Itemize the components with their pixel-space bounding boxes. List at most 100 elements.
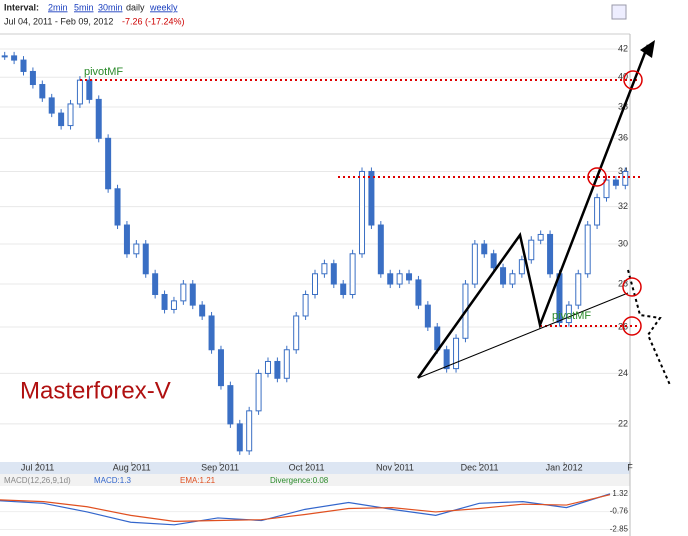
y-tick-label: 42 (618, 43, 628, 53)
interval-link[interactable]: 30min (98, 2, 123, 12)
candle (359, 170, 366, 255)
candle (95, 98, 102, 139)
candle (584, 224, 591, 275)
y-tick-label: -2.85 (610, 525, 629, 534)
candle (330, 263, 337, 285)
candle (114, 188, 121, 226)
candle (255, 372, 262, 412)
macd-line (0, 493, 611, 526)
annotation: pivotMF (552, 310, 591, 322)
candle (490, 253, 497, 269)
candle (293, 315, 300, 351)
candle (236, 423, 243, 452)
candle (368, 170, 375, 226)
candle (622, 170, 629, 186)
interval-link[interactable]: weekly (149, 2, 178, 12)
candle (406, 273, 413, 281)
candle (180, 283, 187, 302)
candle (105, 137, 112, 190)
candle (509, 273, 516, 285)
candle (518, 259, 525, 275)
candle (312, 273, 318, 295)
interval-link[interactable]: 5min (74, 2, 94, 12)
candle (575, 273, 582, 306)
arrowhead (640, 40, 655, 58)
expand-button[interactable] (611, 4, 627, 20)
candle (340, 283, 347, 295)
candle (152, 273, 159, 295)
marker-circle (622, 277, 642, 297)
marker-circle (622, 316, 642, 336)
x-tick-label: Sep 2011 (201, 462, 239, 472)
y-tick-label: 1.32 (612, 489, 628, 498)
trend-line (417, 292, 629, 379)
interval-link[interactable]: daily (126, 2, 145, 12)
candle (29, 70, 36, 86)
y-tick-label: 30 (618, 238, 628, 248)
candle (321, 263, 328, 275)
y-tick-label: 24 (618, 368, 628, 378)
date-range: Jul 04, 2011 - Feb 09, 2012 (4, 16, 113, 26)
candle (48, 97, 55, 114)
candle (199, 304, 206, 317)
divergence-label: Divergence:0.08 (270, 476, 329, 485)
y-tick-label: 22 (618, 418, 628, 428)
candle (274, 360, 281, 379)
x-tick-label: Nov 2011 (376, 462, 414, 472)
candle (189, 283, 196, 306)
candle (612, 179, 619, 186)
candle (264, 360, 271, 374)
candle (58, 112, 65, 127)
candle (603, 179, 610, 199)
candle (302, 293, 309, 317)
candle (594, 197, 601, 226)
candle (547, 233, 554, 275)
y-tick-label: 36 (618, 133, 628, 143)
candle (246, 410, 253, 452)
candle (76, 79, 83, 105)
scenario-arrow (627, 269, 671, 386)
candle (142, 243, 149, 275)
x-tick-label: Dec 2011 (461, 462, 499, 472)
candle (481, 243, 488, 255)
legend-entry: MACD:1.3 (94, 476, 131, 485)
macd-legend-band (0, 474, 630, 486)
interval-link[interactable]: 2min (48, 2, 68, 12)
annotation: pivotMF (84, 66, 123, 78)
marker-circle (587, 167, 607, 187)
change: -7.26 (-17.24%) (122, 16, 185, 26)
x-tick-label: Jul 2011 (21, 462, 54, 472)
candle (471, 243, 478, 285)
macd-title: MACD(12,26,9,1d) (4, 476, 71, 485)
candle (67, 103, 74, 127)
candle (443, 349, 450, 370)
candle (39, 84, 46, 99)
y-tick-label: 38 (618, 101, 628, 111)
candle (208, 315, 215, 351)
x-tick-label: Jan 2012 (546, 462, 583, 472)
candle (170, 300, 177, 310)
candle (1, 55, 8, 58)
candle (424, 304, 431, 328)
candle (20, 59, 27, 72)
x-axis-band (0, 462, 630, 474)
y-tick-label: -0.76 (610, 507, 629, 516)
candle (415, 279, 422, 306)
candle (217, 349, 224, 387)
candle (377, 224, 384, 275)
y-tick-label: 34 (618, 166, 628, 176)
overlay (80, 40, 671, 386)
candle (565, 304, 572, 324)
candle (11, 55, 18, 61)
interval-label: Interval: (4, 2, 39, 12)
candle (387, 273, 394, 285)
x-tick-label: Oct 2011 (289, 462, 325, 472)
candle (86, 79, 93, 100)
marker-circle (623, 70, 643, 90)
candle (161, 293, 168, 310)
x-tick-label: Aug 2011 (113, 462, 151, 472)
candle (283, 349, 290, 379)
